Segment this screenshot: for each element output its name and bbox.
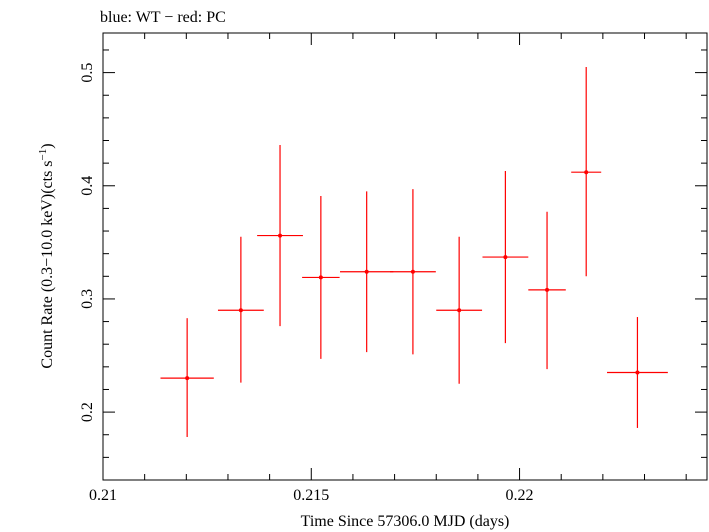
data-point	[302, 195, 340, 359]
data-series	[160, 66, 668, 437]
data-point	[390, 189, 436, 355]
data-point	[217, 236, 264, 383]
y-axis-label-main: Count Rate (0.3−10.0 keV)(cts s	[39, 160, 56, 368]
data-point-marker	[503, 255, 508, 260]
x-tick-label: 0.22	[506, 487, 534, 504]
data-point-marker	[635, 370, 640, 375]
data-point-marker	[584, 170, 589, 175]
axis-ticks	[102, 33, 707, 480]
data-point	[607, 317, 668, 428]
x-tick-label: 0.215	[293, 487, 329, 504]
y-axis-label-sup: −1	[37, 149, 49, 161]
data-point-marker	[185, 376, 190, 381]
data-point	[340, 191, 394, 353]
y-axis-label-close: )	[39, 143, 56, 148]
data-point	[160, 318, 214, 437]
y-tick-label: 0.5	[79, 63, 96, 83]
data-point-marker	[278, 233, 283, 238]
data-point	[482, 171, 529, 344]
data-point	[436, 236, 483, 384]
data-point	[571, 66, 602, 277]
x-tick-label: 0.21	[89, 487, 117, 504]
data-point-marker	[318, 275, 323, 280]
x-axis-label: Time Since 57306.0 MJD (days)	[301, 513, 510, 530]
y-tick-label: 0.3	[79, 289, 96, 309]
data-point-marker	[545, 287, 550, 292]
plot-frame	[102, 32, 708, 481]
legend-text: blue: WT − red: PC	[100, 9, 226, 26]
data-point	[528, 211, 566, 370]
data-point-marker	[457, 308, 462, 313]
data-point-marker	[364, 269, 369, 274]
y-tick-label: 0.2	[79, 402, 96, 422]
data-point	[257, 145, 303, 327]
y-tick-label: 0.4	[79, 176, 96, 196]
data-point-marker	[410, 269, 415, 274]
axis-tick-labels: 0.21 0.215 0.22 0.2 0.3 0.4 0.5	[79, 63, 534, 504]
data-point-marker	[238, 308, 243, 313]
y-axis-label: Count Rate (0.3−10.0 keV)(cts s−1)	[37, 143, 56, 368]
